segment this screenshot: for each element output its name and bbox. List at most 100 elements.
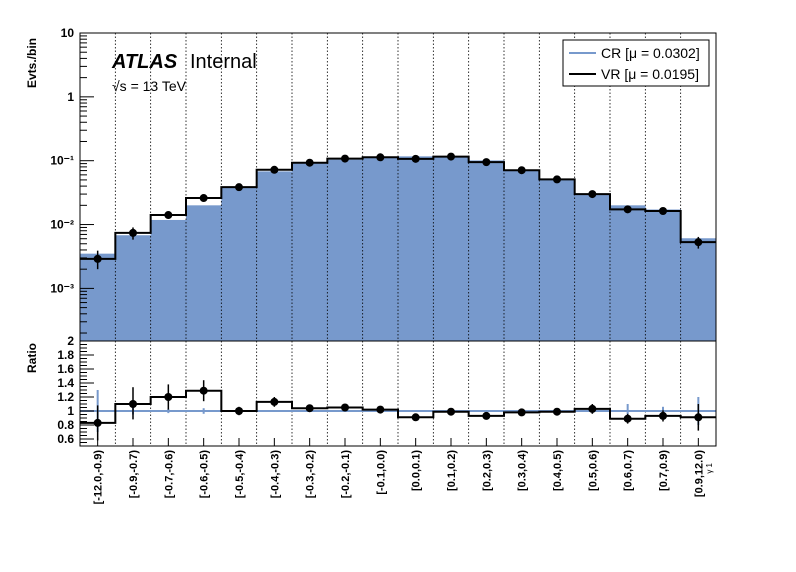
cr-bar-12 (504, 169, 540, 341)
x-category-label-1: [-0.9,-0.7) (128, 450, 140, 499)
cr-bar-3 (186, 205, 222, 341)
main-ytick-label-2: 10⁻¹ (50, 154, 74, 168)
cr-bar-1 (115, 235, 151, 341)
x-category-label-14: [0.5,0.6) (587, 450, 599, 491)
ratio-ytick-label-0: 0.6 (57, 432, 74, 446)
x-category-label-13: [0.4,0.5) (552, 450, 564, 491)
cr-bar-10 (433, 156, 469, 341)
vr-point-13 (553, 175, 561, 184)
ratio-point-10 (447, 407, 455, 416)
x-category-label-3: [-0.6,-0.5) (199, 450, 211, 499)
cr-bar-7 (327, 159, 363, 341)
x-category-label-17: [0.9,12.0) (693, 450, 705, 497)
x-category-label-15: [0.6,0.7) (623, 450, 635, 491)
x-category-label-12: [0.3,0.4) (517, 450, 529, 491)
x-category-label-8: [-0.1,0.0) (375, 450, 387, 495)
ratio-point-9 (411, 413, 420, 422)
vr-point-11 (482, 158, 491, 167)
cr-bar-14 (574, 195, 611, 341)
x-category-label-10: [0.1,0.2) (446, 450, 458, 491)
vr-point-10 (447, 152, 455, 161)
cr-bar-16 (645, 209, 681, 341)
ratio-point-2 (164, 393, 173, 401)
cr-bar-6 (292, 163, 328, 341)
x-category-label-4: [-0.5,-0.4) (234, 450, 246, 499)
ratio-point-13 (553, 407, 561, 416)
legend-vr-label: VR [μ = 0.0195] (601, 66, 699, 82)
vr-point-9 (411, 154, 420, 163)
vr-point-0 (93, 254, 102, 263)
ratio-ytick-label-4: 1.4 (57, 376, 74, 390)
ratio-point-3 (199, 386, 208, 395)
x-axis-label: γ 1 (705, 462, 714, 473)
cr-filled-histogram (80, 156, 717, 341)
ratio-vr-step-line (80, 389, 716, 424)
x-category-label-0: [-12.0,-0.9) (93, 450, 105, 505)
cr-bar-17 (680, 238, 717, 341)
vr-point-4 (235, 183, 243, 192)
vr-point-8 (376, 153, 385, 162)
ratio-y-axis-label: Ratio (25, 343, 39, 373)
vr-point-3 (199, 194, 208, 203)
energy-label: √s = 13 TeV (112, 78, 187, 94)
vr-step-line (80, 155, 716, 260)
vr-point-14 (588, 190, 597, 199)
atlas-label: ATLAS (111, 51, 178, 73)
main-y-axis-label: Evts./bin (25, 38, 39, 88)
x-category-label-2: [-0.7,-0.6) (163, 450, 175, 499)
ratio-point-11 (482, 411, 491, 420)
x-category-label-7: [-0.2,-0.1) (340, 450, 352, 499)
cr-bar-2 (150, 219, 187, 341)
vr-point-2 (164, 211, 173, 220)
ratio-point-14 (588, 404, 597, 413)
vr-point-12 (517, 166, 526, 175)
ratio-point-15 (623, 414, 632, 423)
ratio-ytick-label-1: 0.8 (57, 418, 74, 432)
cr-bar-11 (468, 160, 505, 341)
main-ytick-label-1: 1 (67, 90, 74, 104)
ratio-ytick-label-3: 1.2 (57, 390, 74, 404)
ratio-point-12 (517, 408, 526, 417)
vr-point-17 (694, 238, 703, 247)
vr-point-7 (341, 154, 349, 163)
vr-point-16 (659, 206, 667, 215)
vr-step-histogram (80, 155, 716, 260)
vr-point-15 (623, 205, 632, 214)
main-y-ticks: 10 1 10⁻¹ 10⁻² 10⁻³ (50, 26, 94, 334)
ratio-data-points (93, 380, 703, 441)
ratio-point-6 (305, 404, 314, 413)
vr-point-6 (305, 158, 314, 167)
main-ytick-label-3: 10⁻² (50, 218, 74, 232)
ratio-point-1 (129, 400, 137, 408)
ratio-point-5 (270, 397, 279, 406)
x-category-label-11: [0.2,0.3) (481, 450, 493, 491)
legend: CR [μ = 0.0302] VR [μ = 0.0195] (562, 39, 710, 87)
x-category-label-9: [0.0,0.1) (411, 450, 423, 491)
x-category-labels: [-12.0,-0.9) [-0.9,-0.7) [-0.7,-0.6) [-0.6,… (93, 438, 705, 505)
ratio-point-4 (235, 407, 243, 415)
ratio-vr-step (80, 389, 716, 424)
ratio-point-16 (659, 411, 667, 420)
ratio-point-8 (376, 405, 385, 414)
cr-bar-4 (221, 187, 257, 341)
vr-point-1 (129, 228, 137, 237)
ratio-x-gridlines (114, 341, 682, 446)
legend-cr-label: CR [μ = 0.0302] (601, 45, 700, 61)
cr-bar-9 (398, 156, 434, 341)
ratio-ytick-label-5: 1.6 (57, 362, 74, 376)
cr-bar-15 (610, 205, 646, 341)
vr-point-5 (270, 165, 279, 174)
ratio-ytick-label-2: 1 (67, 404, 74, 418)
cr-bar-13 (539, 179, 575, 341)
main-ytick-label-4: 10⁻³ (50, 281, 74, 295)
atlas-internal-label: Internal (190, 51, 257, 73)
x-category-label-6: [-0.3,-0.2) (305, 450, 317, 499)
ratio-point-7 (341, 403, 349, 412)
ratio-y-ticks: 0.60.811.21.41.61.82 (57, 334, 94, 447)
cr-bar-8 (362, 157, 399, 341)
ratio-point-17 (694, 413, 703, 422)
ratio-ytick-label-7: 2 (67, 334, 74, 348)
ratio-ytick-label-6: 1.8 (57, 348, 74, 362)
x-category-label-5: [-0.4,-0.3) (269, 450, 281, 499)
